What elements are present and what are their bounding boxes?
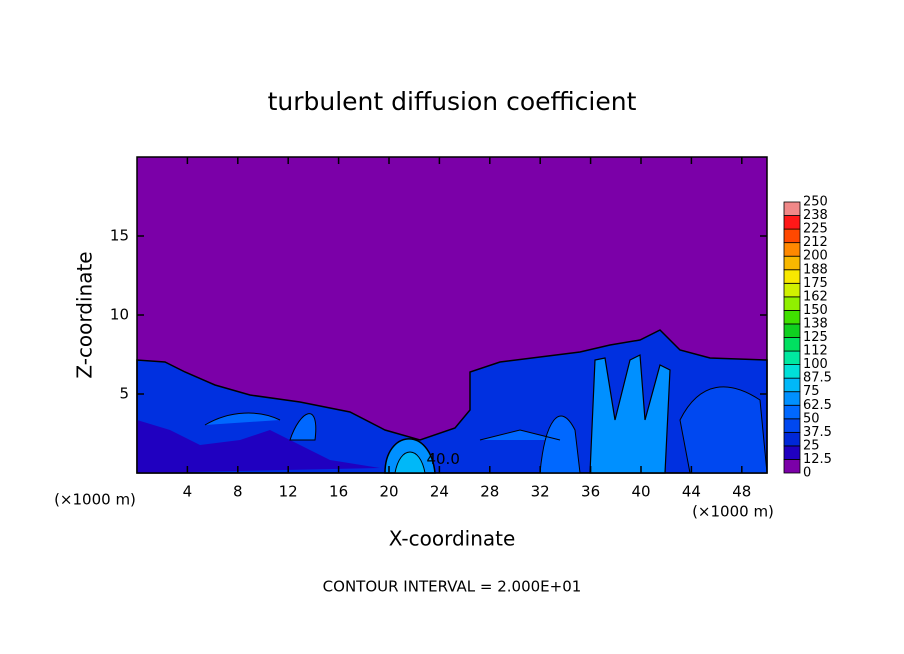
x-tick-label: 8	[233, 483, 243, 501]
colorbar-label: 125	[803, 330, 828, 345]
colorbar-label: 112	[803, 344, 828, 359]
colorbar-label: 100	[803, 357, 828, 372]
y-axis-label: Z-coordinate	[73, 251, 97, 378]
x-tick-label: 16	[329, 483, 348, 501]
colorbar-swatch	[783, 309, 801, 325]
colorbar-swatch	[783, 215, 801, 230]
x-tick-label: 48	[732, 483, 751, 501]
x-tick-label: 36	[581, 483, 600, 501]
field-region	[137, 420, 380, 473]
colorbar-swatch	[783, 242, 801, 257]
colorbar-swatch	[783, 431, 801, 447]
x-tick-label: 4	[183, 483, 193, 501]
colorbar-swatch	[783, 201, 801, 216]
x-tick-label: 12	[279, 483, 298, 501]
colorbar-label: 87.5	[803, 371, 832, 386]
colorbar-label: 62.5	[803, 398, 832, 413]
x-tick-label: 44	[682, 483, 701, 501]
colorbar-swatch	[783, 459, 801, 474]
colorbar-label: 12.5	[803, 452, 832, 467]
x-tick-label: 28	[480, 483, 499, 501]
x-unit-label: (×1000 m)	[54, 491, 136, 509]
field-region	[679, 386, 768, 474]
colorbar-label: 212	[803, 235, 828, 250]
x-tick-label: 32	[531, 483, 550, 501]
colorbar-swatch	[783, 269, 801, 284]
colorbar-label: 225	[803, 222, 828, 237]
colorbar-label: 162	[803, 289, 828, 304]
x-tick-label: 40	[631, 483, 650, 501]
field-region	[479, 415, 581, 474]
colorbar-swatch	[783, 296, 801, 311]
x-tick-label: 20	[379, 483, 398, 501]
colorbar-swatch	[783, 377, 801, 393]
x-axis-label: X-coordinate	[389, 527, 516, 551]
colorbar-swatch	[783, 350, 801, 365]
field-region	[204, 412, 317, 441]
field-region	[589, 354, 671, 474]
chart-title: turbulent diffusion coefficient	[268, 87, 637, 116]
contour-label: 40.0	[426, 450, 459, 468]
colorbar-label: 25	[803, 438, 820, 453]
footer-note: CONTOUR INTERVAL = 2.000E+01	[323, 578, 582, 596]
y-tick-label: 15	[110, 227, 129, 245]
colorbar-swatch	[783, 282, 801, 298]
colorbar-label: 150	[803, 303, 828, 318]
colorbar-label: 75	[803, 384, 820, 399]
colorbar-swatch	[783, 391, 801, 406]
colorbar-label: 188	[803, 262, 828, 277]
colorbar-label: 200	[803, 249, 828, 264]
colorbar-label: 37.5	[803, 425, 832, 440]
colorbar-label: 175	[803, 276, 828, 291]
colorbar-label: 238	[803, 208, 828, 223]
colorbar-swatch	[783, 228, 801, 244]
colorbar-label: 0	[803, 466, 811, 481]
x-unit-label: (×1000 m)	[692, 503, 774, 521]
colorbar-swatch	[783, 337, 801, 352]
colorbar-swatch	[783, 418, 801, 433]
colorbar-swatch	[783, 364, 801, 379]
y-tick-label: 10	[110, 306, 129, 324]
colorbar-label: 250	[803, 195, 828, 210]
contour-field	[136, 157, 768, 474]
x-tick-label: 24	[430, 483, 449, 501]
colorbar-label: 50	[803, 411, 820, 426]
colorbar-swatch	[783, 404, 801, 420]
colorbar-swatch	[783, 255, 801, 271]
colorbar-label: 138	[803, 316, 828, 331]
colorbar-swatch	[783, 445, 801, 460]
colorbar-swatch	[783, 323, 801, 338]
y-tick-label: 5	[119, 385, 129, 403]
